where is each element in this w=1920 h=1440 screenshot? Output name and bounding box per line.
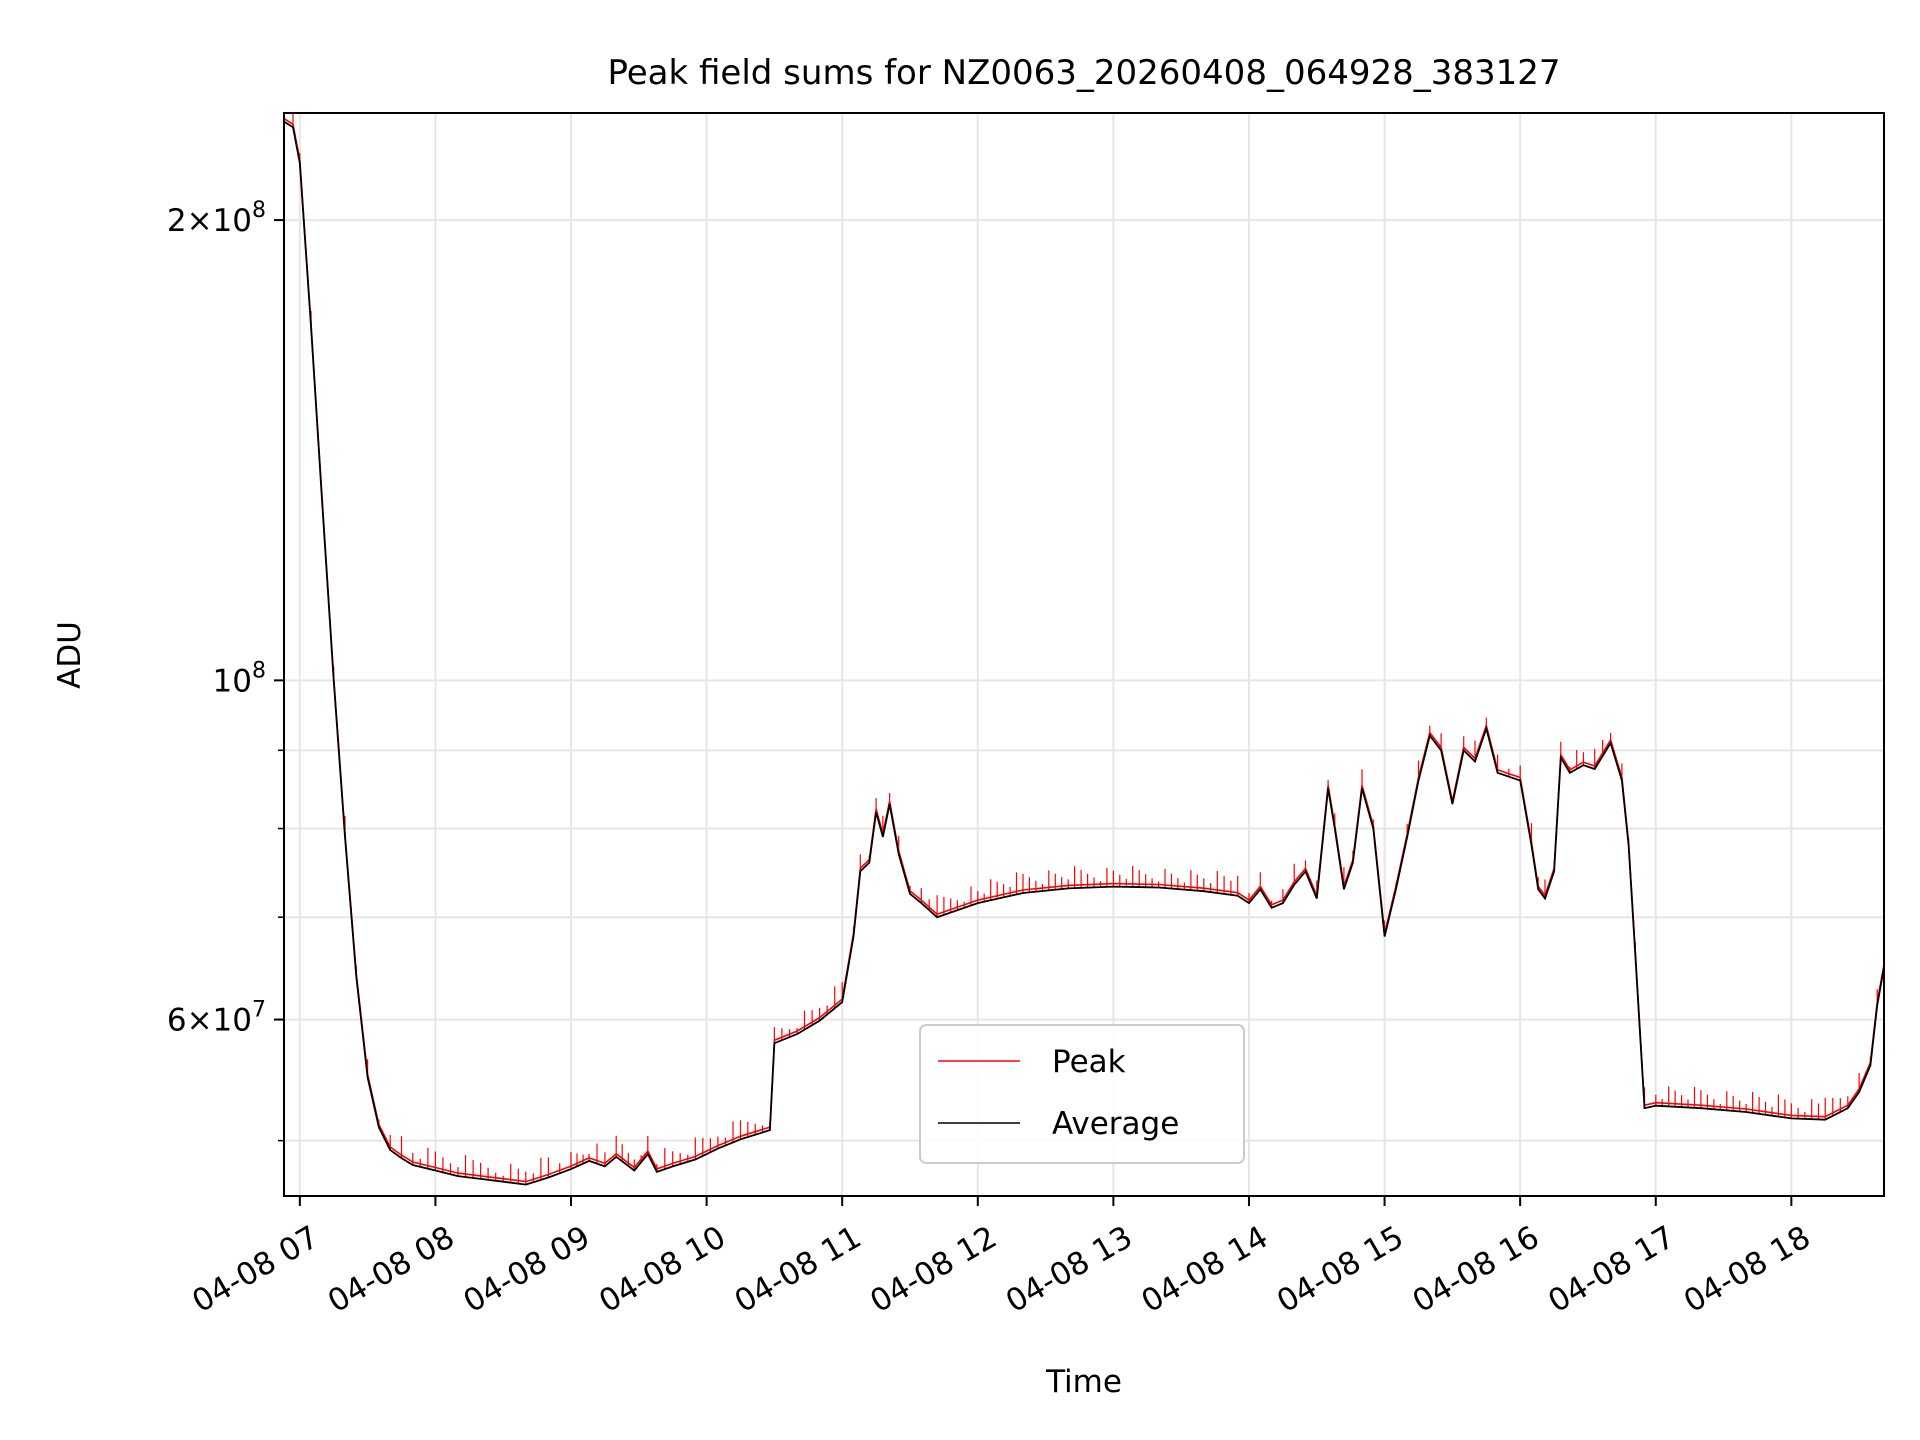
legend-box	[919, 1024, 1245, 1164]
y-axis: 6×107 108 2×108	[167, 198, 284, 1142]
series-line-average	[284, 120, 1884, 1186]
x-axis-label: Time	[1045, 1364, 1122, 1400]
y-axis-label: ADU	[52, 621, 88, 689]
series-layer	[284, 113, 1884, 1186]
series-spikes-peak	[284, 113, 1878, 1185]
legend-label-average: Average	[1052, 1106, 1179, 1142]
y-tick-label: 108	[213, 658, 266, 699]
y-tick-label: 2×108	[167, 198, 266, 239]
legend: Peak Average	[919, 1024, 1245, 1164]
y-tick-label: 6×107	[167, 998, 266, 1039]
plot-frame	[283, 112, 1885, 1197]
legend-label-peak: Peak	[1052, 1044, 1126, 1080]
chart-title: Peak field sums for NZ0063_20260408_0649…	[607, 53, 1560, 93]
